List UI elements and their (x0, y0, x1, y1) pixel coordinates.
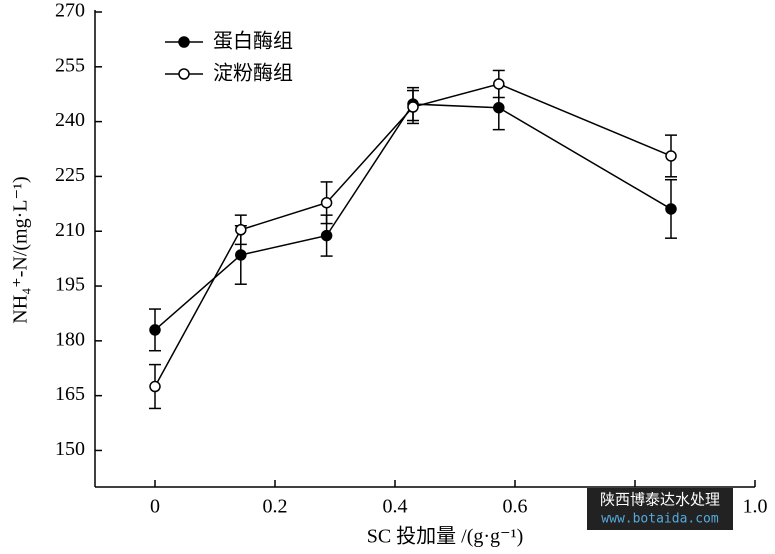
watermark-text: www.botaida.com (601, 512, 719, 527)
marker (235, 224, 247, 236)
y-tick-label: 210 (55, 219, 85, 241)
series-line (154, 103, 672, 331)
marker (665, 150, 677, 162)
marker (493, 78, 505, 90)
y-tick-label: 180 (55, 328, 85, 350)
watermark-text: 陕西博泰达水处理 (600, 491, 720, 509)
legend-label: 淀粉酶组 (213, 61, 293, 85)
y-tick-label: 255 (55, 54, 85, 76)
y-axis-label: NH₄⁺-N/(mg·L⁻¹) (10, 176, 32, 323)
x-tick-label: 0.4 (383, 496, 408, 518)
x-tick-label: 0.2 (263, 496, 288, 518)
legend-label: 蛋白酶组 (213, 29, 293, 53)
y-tick-label: 270 (55, 0, 85, 22)
marker (407, 101, 419, 113)
series-line (154, 83, 672, 387)
x-tick-label: 0.6 (503, 496, 528, 518)
y-tick-label: 240 (55, 109, 85, 131)
marker (149, 380, 161, 393)
marker (320, 196, 333, 209)
watermark: 陕西博泰达水处理 www.botaida.com (587, 488, 733, 530)
y-tick-label: 150 (55, 438, 85, 460)
y-tick-label: 165 (55, 383, 85, 405)
x-axis-label: SC 投加量 /(g·g⁻¹) (367, 525, 524, 548)
legend-marker (178, 36, 190, 48)
marker (493, 101, 505, 114)
marker (235, 249, 247, 261)
x-tick-label: 0 (150, 496, 160, 518)
y-tick-label: 225 (55, 164, 85, 186)
x-tick-label: 1.0 (743, 496, 768, 518)
marker (149, 324, 161, 336)
y-tick-label: 195 (55, 274, 85, 296)
watermark-box (587, 488, 733, 530)
legend-marker (178, 68, 190, 80)
marker (320, 229, 333, 242)
marker (665, 203, 677, 215)
